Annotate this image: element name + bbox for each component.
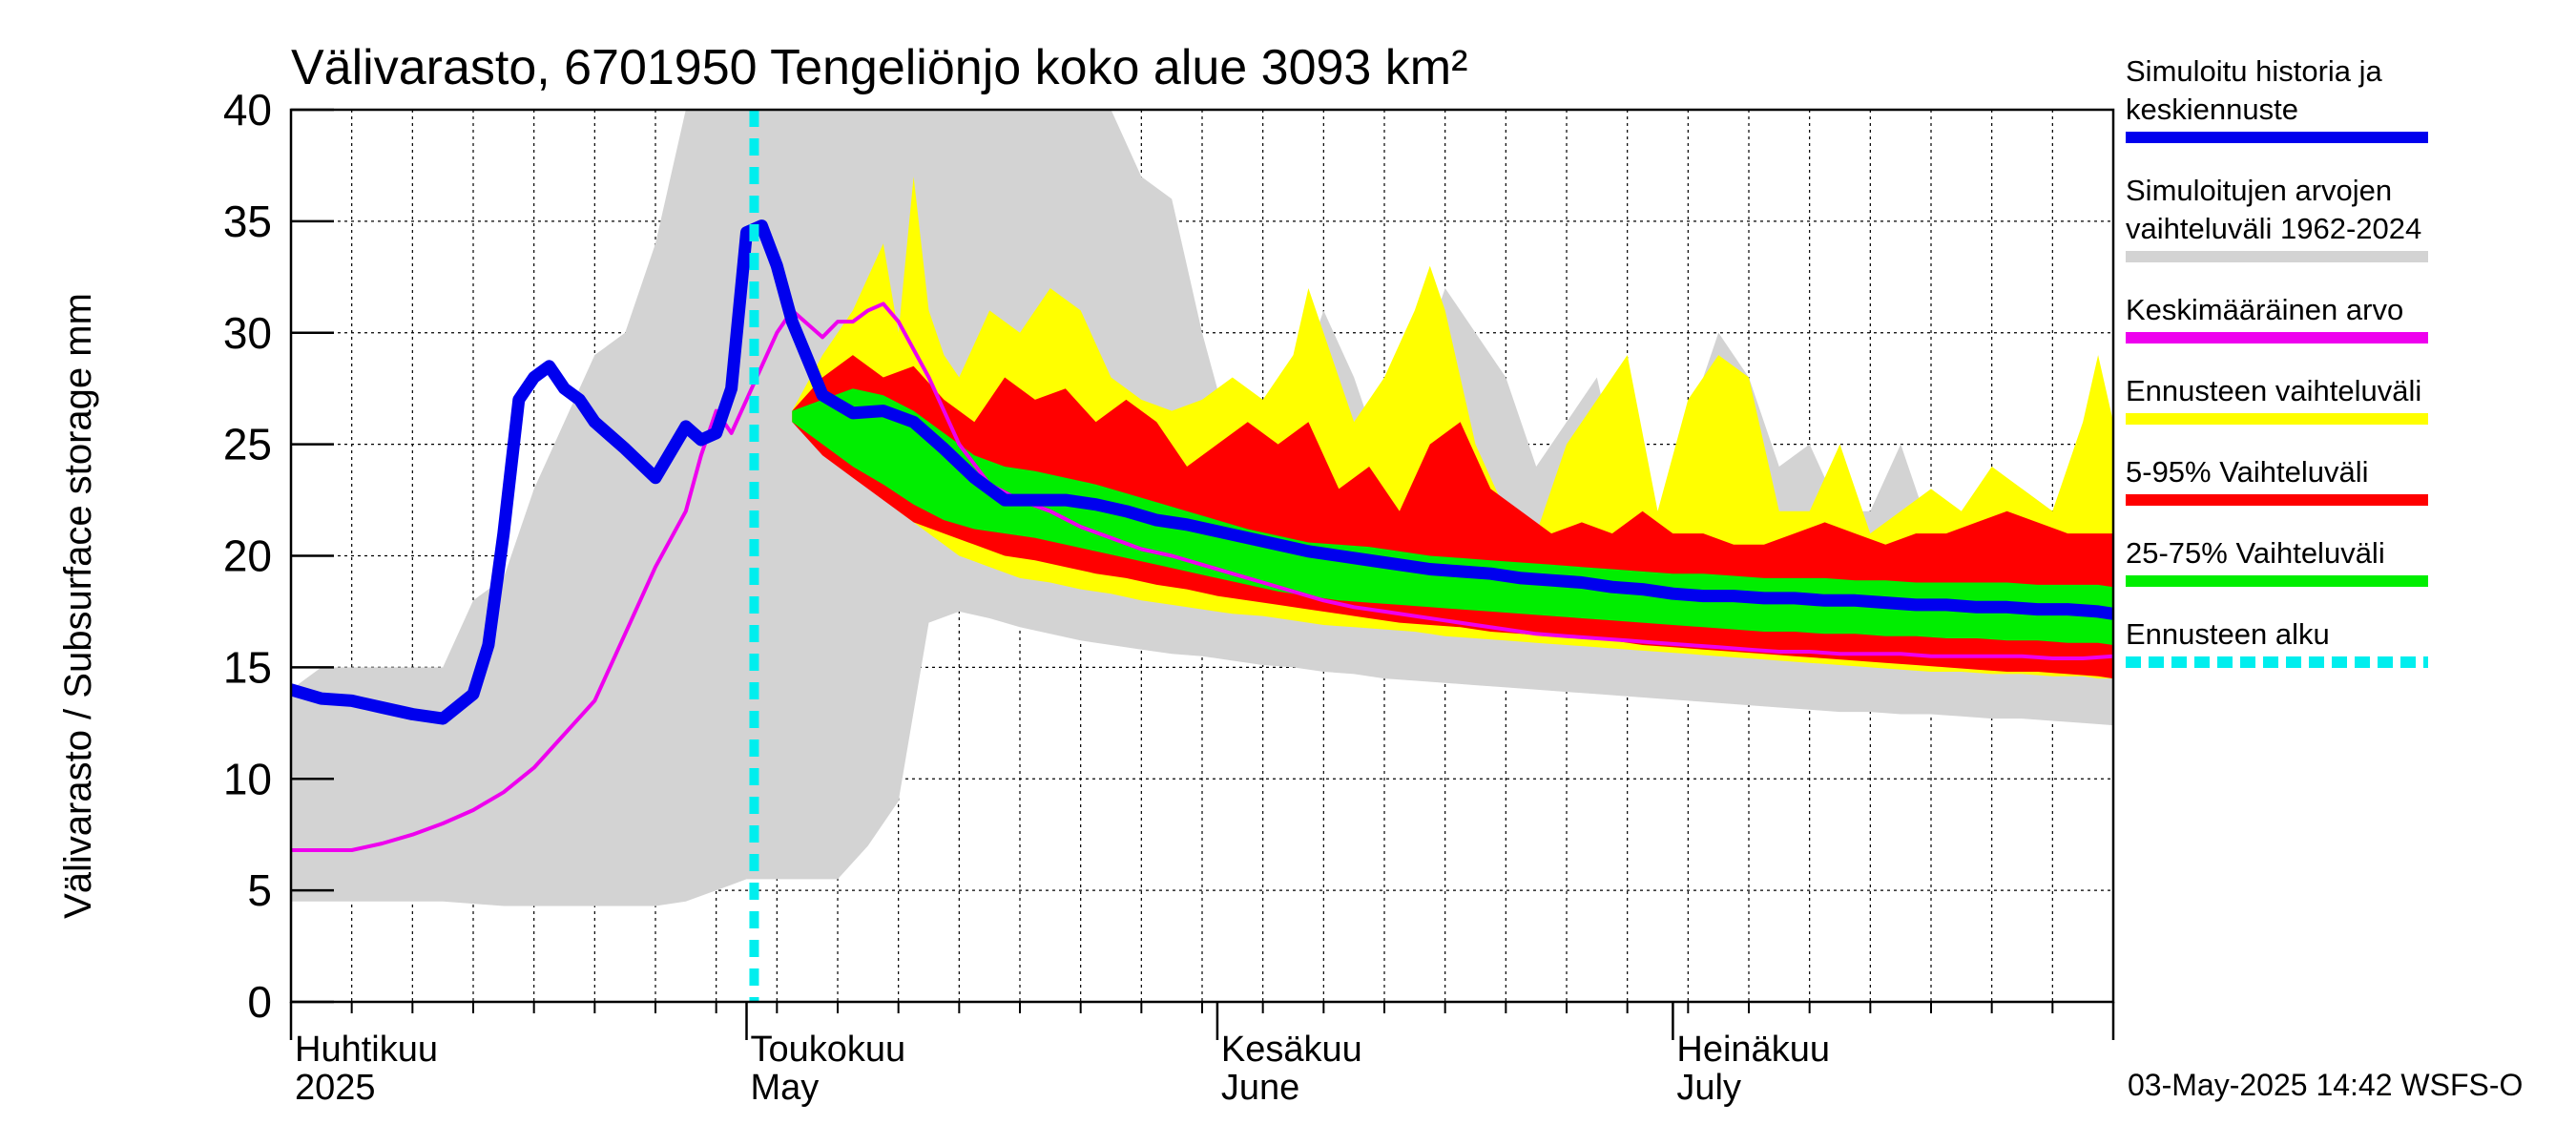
y-axis-ticks: 0 5 10 15 20 25 30 35 40 <box>223 85 334 1027</box>
line-history-forecast <box>291 219 2113 725</box>
month-label-en-3: July <box>1676 1068 1741 1108</box>
legend-label-p25_75-0: 25-75% Vaihteluväli <box>2126 536 2385 570</box>
y-tick-label-5: 5 <box>247 865 272 915</box>
y-tick-label-30: 30 <box>223 308 272 358</box>
band-p25-75 <box>792 388 2113 645</box>
chart-title: Välivarasto, 6701950 Tengeliönjo koko al… <box>291 40 1467 95</box>
legend-label-forecast_start-0: Ennusteen alku <box>2126 617 2330 651</box>
y-axis-label: Välivarasto / Subsurface storage mm <box>57 293 99 919</box>
legend-label-range_all-1: vaihteluväli 1962-2024 <box>2126 212 2421 245</box>
month-label-fi-3: Heinäkuu <box>1676 1030 1830 1070</box>
legend-label-history-1: keskiennuste <box>2126 93 2298 126</box>
legend-label-range_all-0: Simuloitujen arvojen <box>2126 174 2392 207</box>
y-tick-label-15: 15 <box>223 642 272 692</box>
series-lines <box>291 110 2113 1002</box>
y-tick-label-10: 10 <box>223 754 272 803</box>
legend-label-history-0: Simuloitu historia ja <box>2126 54 2383 88</box>
y-tick-label-0: 0 <box>247 977 272 1027</box>
legend: Simuloitu historia ja keskiennuste Simuloi… <box>2126 54 2428 668</box>
y-tick-label-35: 35 <box>223 197 272 246</box>
month-label-en-1: May <box>751 1068 820 1108</box>
month-label-fi-0: Huhtikuu <box>295 1030 438 1070</box>
footer-timestamp: 03-May-2025 14:42 WSFS-O <box>2128 1068 2523 1102</box>
bands <box>291 110 2113 906</box>
month-label-en-2: June <box>1221 1068 1299 1108</box>
y-tick-label-40: 40 <box>223 85 272 135</box>
legend-label-forecast_range-0: Ennusteen vaihteluväli <box>2126 374 2421 407</box>
legend-label-mean-0: Keskimääräinen arvo <box>2126 293 2403 326</box>
month-label-en-0: 2025 <box>295 1068 376 1108</box>
month-label-fi-2: Kesäkuu <box>1221 1030 1362 1070</box>
y-tick-label-20: 20 <box>223 531 272 581</box>
y-tick-label-25: 25 <box>223 420 272 469</box>
line-mean-value <box>291 302 2113 852</box>
legend-label-p5_95-0: 5-95% Vaihteluväli <box>2126 455 2368 489</box>
month-label-fi-1: Toukokuu <box>751 1030 906 1070</box>
